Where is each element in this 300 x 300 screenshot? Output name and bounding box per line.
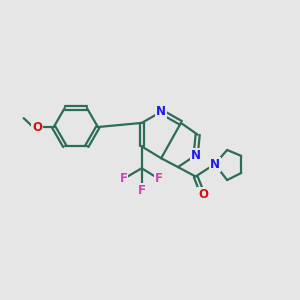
Text: N: N xyxy=(210,158,220,171)
Text: O: O xyxy=(198,188,208,201)
Text: F: F xyxy=(119,172,128,185)
Text: F: F xyxy=(138,184,146,197)
Text: N: N xyxy=(190,149,201,162)
Text: F: F xyxy=(155,172,163,185)
Text: O: O xyxy=(32,121,42,134)
Text: N: N xyxy=(156,105,166,118)
